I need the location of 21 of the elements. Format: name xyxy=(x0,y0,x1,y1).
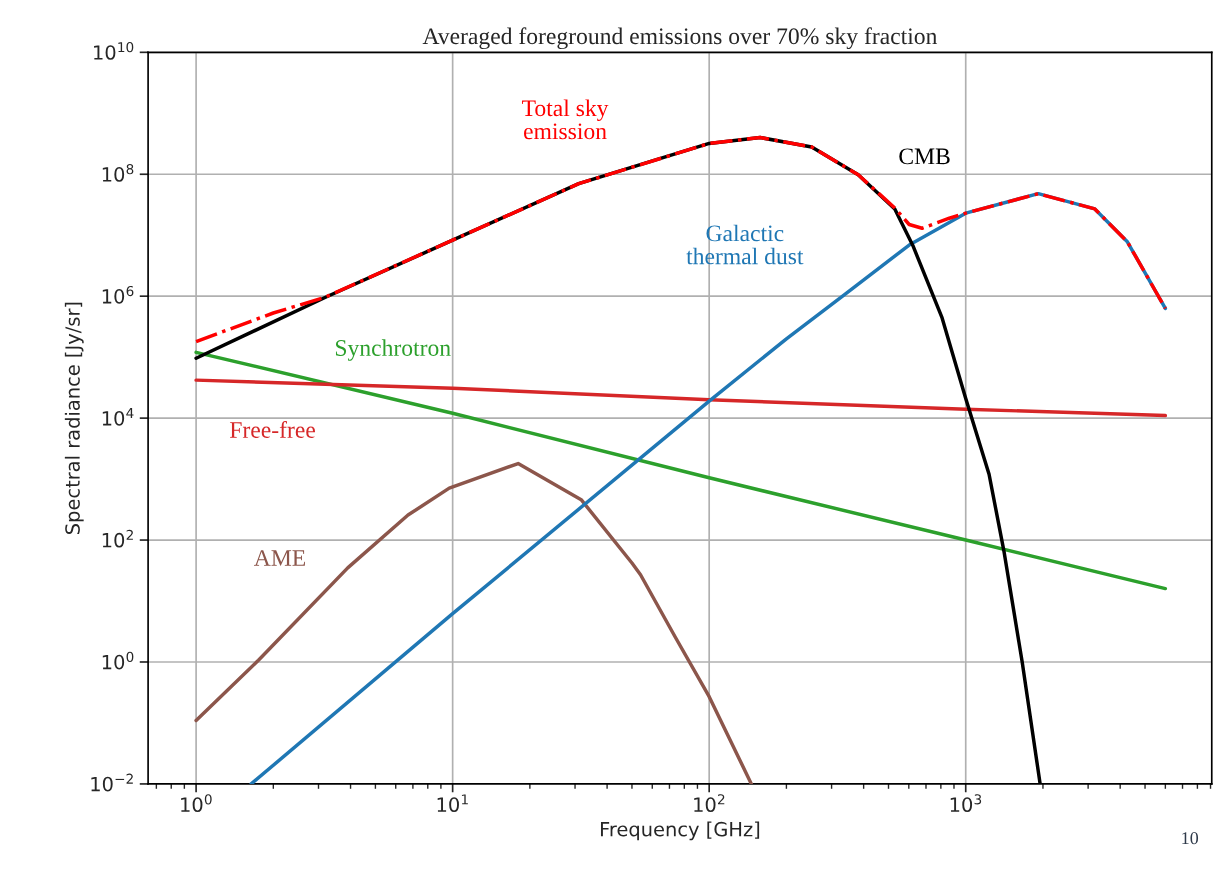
chart-title: Averaged foreground emissions over 70% sky fraction xyxy=(422,27,938,50)
x-tick-label: 10$^{0}$ xyxy=(181,794,212,813)
y-tick-label: 10$^{0}$ xyxy=(102,651,134,670)
series-label: Total sky emission xyxy=(522,99,609,140)
series-label: AME xyxy=(254,550,306,566)
y-tick-label: 10$^{−2}$ xyxy=(91,773,133,792)
y-tick-label: 10$^{6}$ xyxy=(102,285,134,304)
y-tick-label: 10$^{10}$ xyxy=(94,42,134,60)
text: 10 xyxy=(1182,832,1199,845)
y-tick-label: 10$^{8}$ xyxy=(102,163,134,182)
x-tick-label: 10$^{2}$ xyxy=(694,794,725,813)
series-label: CMB xyxy=(899,148,950,165)
x-tick-label: 10$^{3}$ xyxy=(950,794,982,813)
text: Galactic thermal dust xyxy=(686,224,804,265)
x-tick-label: 10$^{1}$ xyxy=(437,794,468,813)
series-label: Free-free xyxy=(229,421,315,438)
y-axis-title: Spectral radiance [Jy/sr] xyxy=(64,302,84,534)
series-label: Synchrotron xyxy=(335,339,451,361)
x-axis-title: Frequency [GHz] xyxy=(600,821,760,841)
y-tick-label: 10$^{2}$ xyxy=(102,529,133,548)
y-tick-label: 10$^{4}$ xyxy=(102,408,134,426)
